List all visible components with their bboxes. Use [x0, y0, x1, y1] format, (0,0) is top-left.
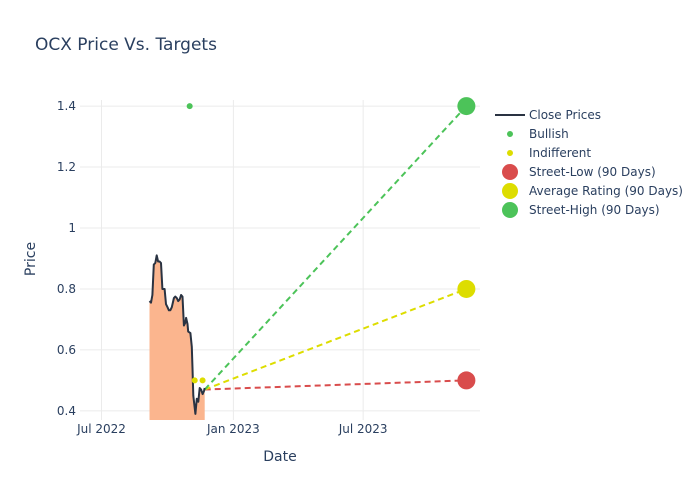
- y-tick-label: 1.4: [57, 99, 76, 113]
- close-price-area: [149, 255, 205, 420]
- legend-label: Close Prices: [529, 108, 601, 122]
- legend-item-close-prices[interactable]: Close Prices: [495, 108, 601, 122]
- y-tick-label: 1.2: [57, 160, 76, 174]
- close-price-line-group: [148, 254, 206, 415]
- x-tick-label: Jul 2023: [338, 422, 388, 436]
- legend-item-bullish[interactable]: Bullish: [507, 127, 569, 141]
- legend-item-average-rating-90-days[interactable]: Average Rating (90 Days): [502, 183, 683, 199]
- average-rating-line: [204, 288, 467, 391]
- gridlines: [80, 100, 480, 420]
- y-tick-label: 0.6: [57, 343, 76, 357]
- bullish-point[interactable]: [186, 103, 193, 110]
- x-tick-labels: Jul 2022 Jan 2023 Jul 2023: [76, 422, 387, 436]
- indifferent-point[interactable]: [191, 377, 198, 384]
- indifferent-point[interactable]: [199, 377, 206, 384]
- legend-item-indifferent[interactable]: Indifferent: [507, 146, 591, 160]
- legend-swatch-dot: [507, 150, 513, 156]
- y-tick-label: 1: [68, 221, 76, 235]
- x-axis-title: Date: [263, 449, 296, 465]
- street-low-line: [204, 379, 467, 391]
- legend-swatch-circle: [502, 164, 518, 180]
- markers: [186, 97, 476, 390]
- y-tick-label: 0.8: [57, 282, 76, 296]
- close-price-line: [148, 254, 206, 415]
- x-tick-label: Jul 2022: [76, 422, 126, 436]
- legend-label: Bullish: [529, 127, 569, 141]
- legend-item-street-high-90-days[interactable]: Street-High (90 Days): [502, 202, 660, 218]
- street-high-point[interactable]: [457, 97, 476, 116]
- street-high-line: [203, 105, 468, 391]
- y-tick-labels: 0.4 0.6 0.8 1 1.2 1.4: [57, 99, 76, 418]
- target-lines: [203, 105, 468, 391]
- y-axis-title: Price: [23, 242, 39, 276]
- chart-title: OCX Price Vs. Targets: [35, 35, 217, 55]
- legend-label: Indifferent: [529, 146, 591, 160]
- legend-swatch-circle: [502, 202, 518, 218]
- legend-swatch-dot: [507, 131, 513, 137]
- x-tick-label: Jan 2023: [206, 422, 260, 436]
- legend-label: Average Rating (90 Days): [529, 184, 683, 198]
- street-low-point[interactable]: [457, 371, 476, 390]
- legend-label: Street-High (90 Days): [529, 203, 660, 217]
- legend-label: Street-Low (90 Days): [529, 165, 656, 179]
- close-price-fill: [149, 255, 205, 420]
- legend[interactable]: Close Prices Bullish Indifferent Street-Low…: [495, 108, 683, 218]
- average-rating-point[interactable]: [457, 279, 476, 298]
- y-tick-label: 0.4: [57, 404, 76, 418]
- legend-swatch-circle: [502, 183, 518, 199]
- legend-item-street-low-90-days[interactable]: Street-Low (90 Days): [502, 164, 656, 180]
